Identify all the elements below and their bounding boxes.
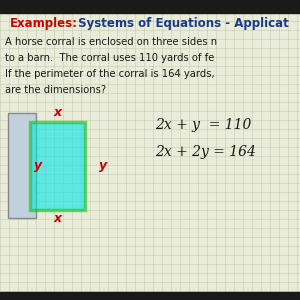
Text: y: y	[34, 160, 42, 172]
Text: A horse corral is enclosed on three sides n: A horse corral is enclosed on three side…	[5, 37, 217, 47]
Text: 2x + 2y = 164: 2x + 2y = 164	[155, 145, 256, 159]
Text: If the perimeter of the corral is 164 yards,: If the perimeter of the corral is 164 ya…	[5, 69, 214, 79]
Text: x: x	[53, 212, 62, 226]
Bar	[0, 0, 300, 13]
Text: are the dimensions?: are the dimensions?	[5, 85, 106, 95]
Bar	[8, 113, 36, 218]
Text: to a barn.  The corral uses 110 yards of fe: to a barn. The corral uses 110 yards of …	[5, 53, 214, 63]
Bar	[0, 292, 300, 300]
Text: x: x	[53, 106, 62, 119]
Text: y: y	[99, 160, 107, 172]
Bar	[30, 122, 85, 210]
Text: Examples:: Examples:	[10, 17, 78, 31]
Text: Systems of Equations - Applicat: Systems of Equations - Applicat	[74, 17, 289, 31]
Text: 2x + y  = 110: 2x + y = 110	[155, 118, 251, 132]
